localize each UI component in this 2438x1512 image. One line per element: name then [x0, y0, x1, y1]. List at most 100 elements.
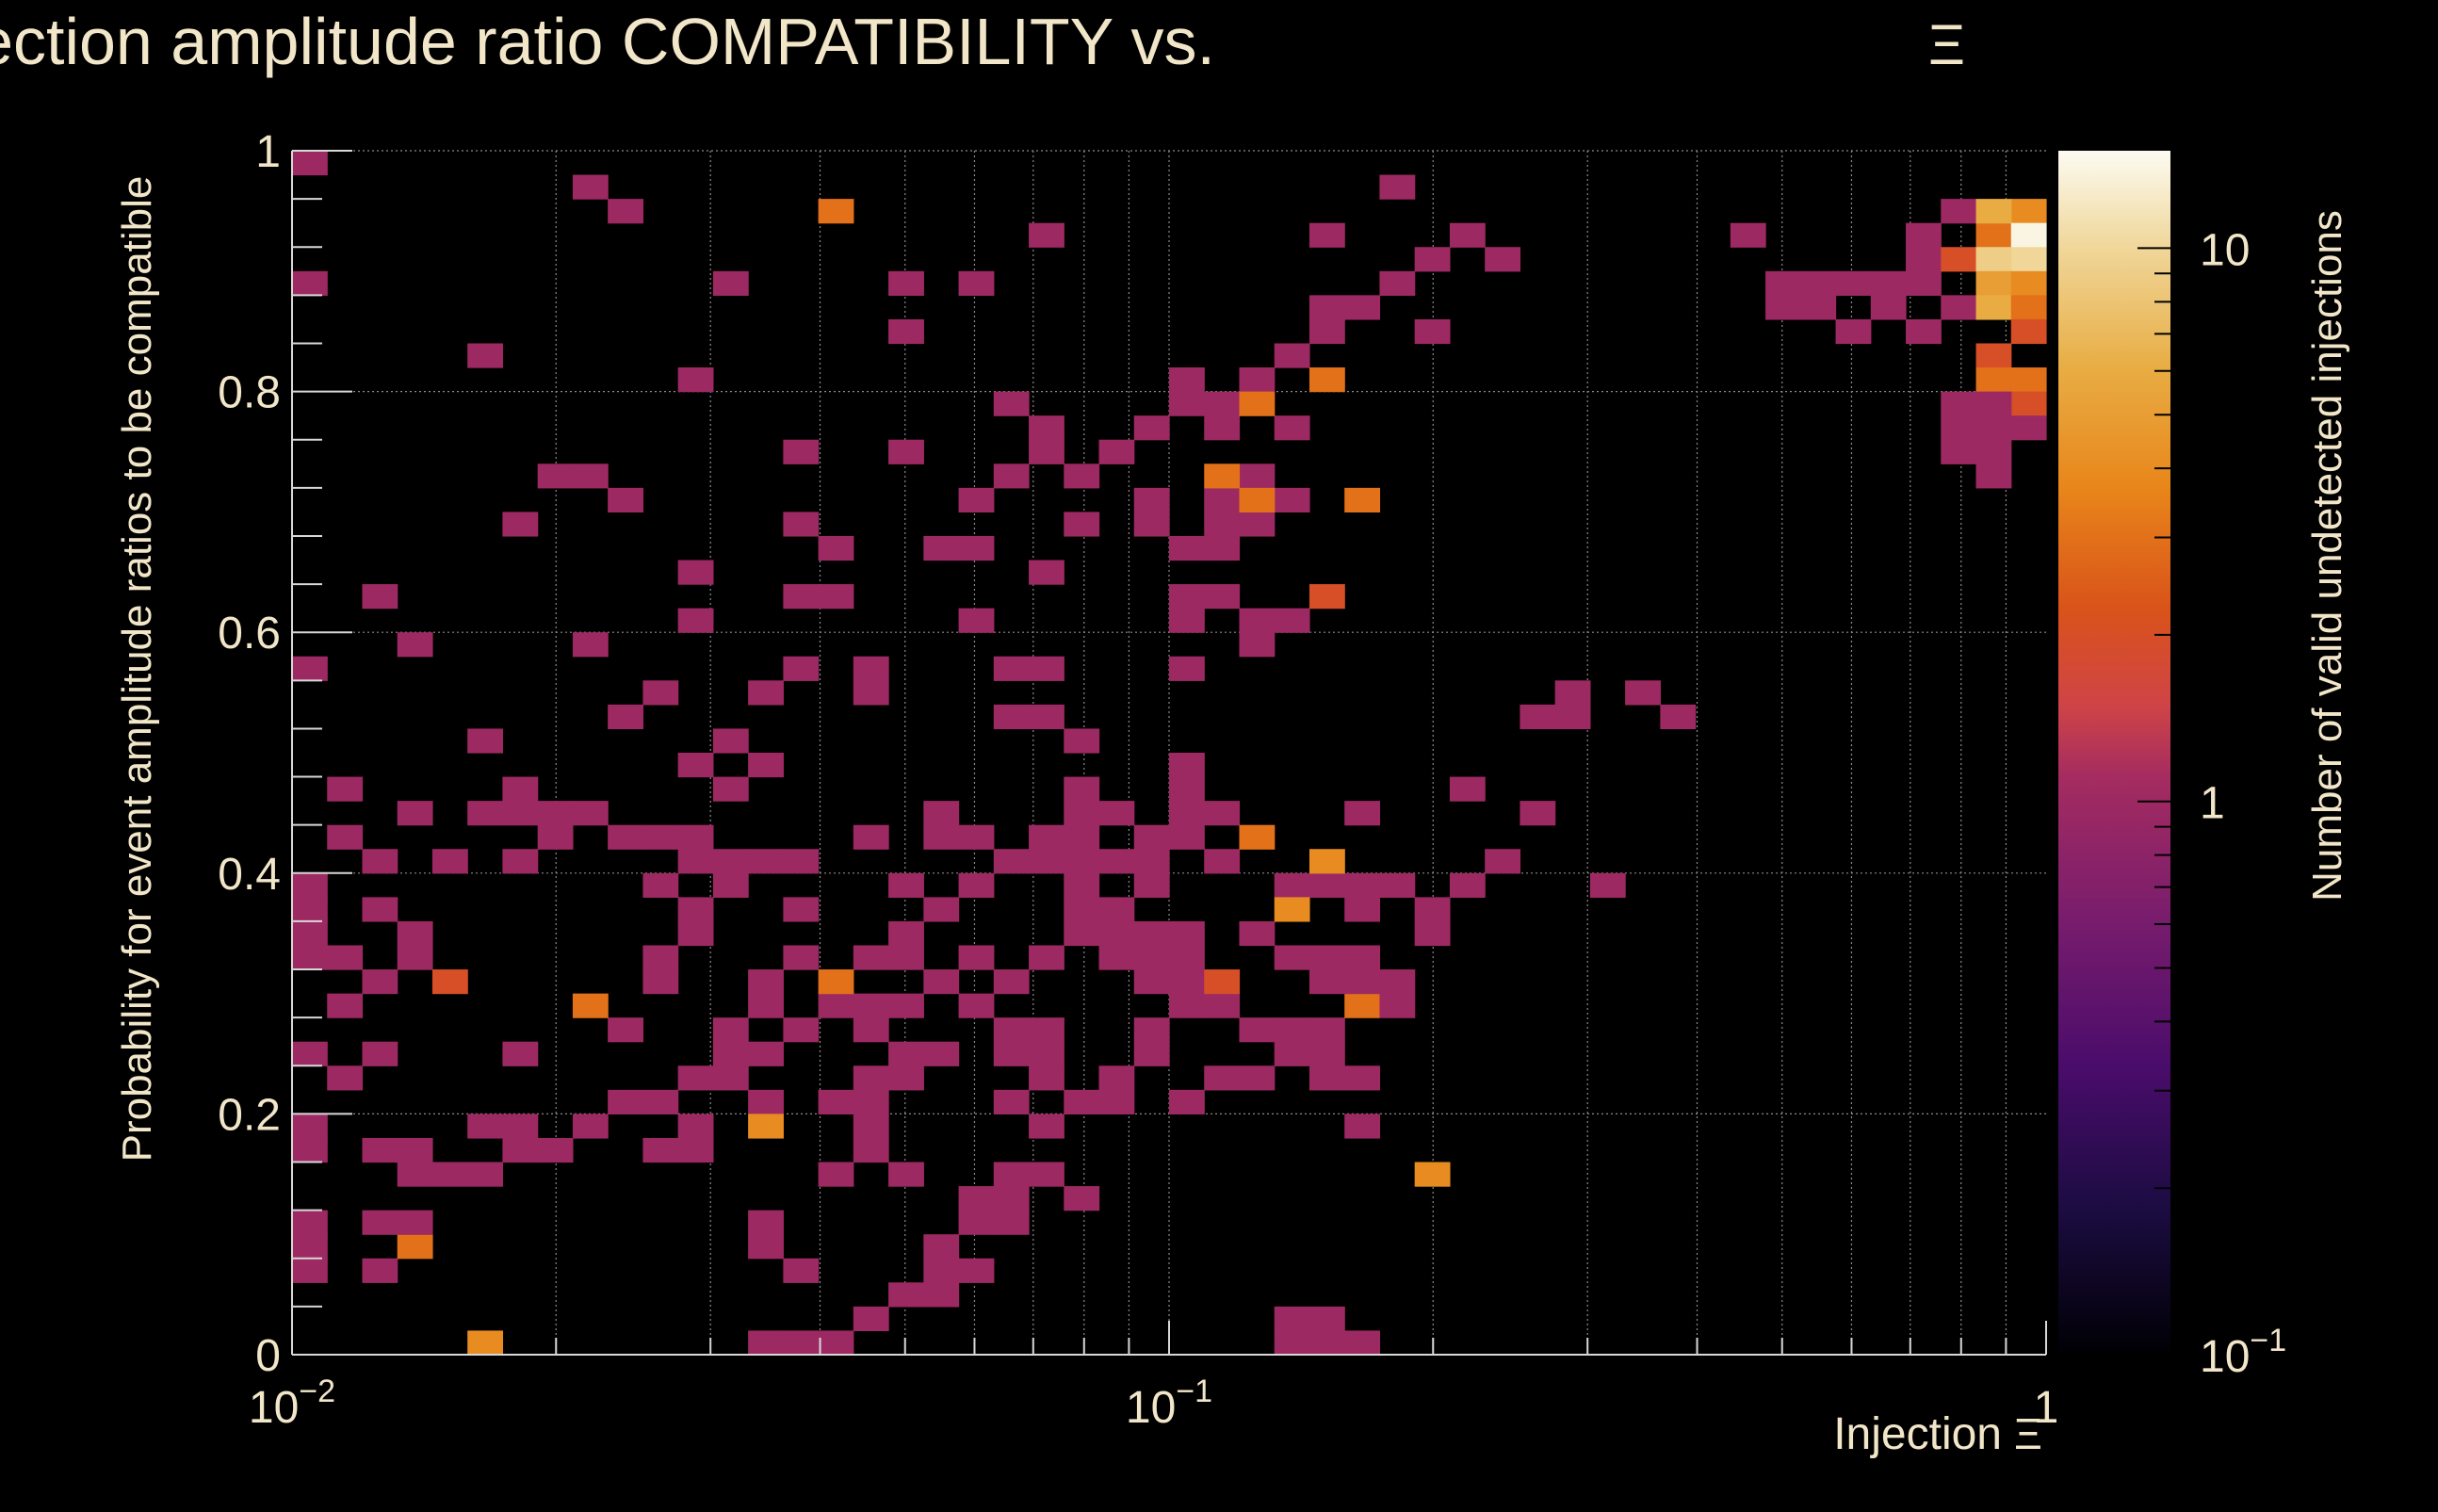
heatmap-bin: [1344, 801, 1381, 826]
colorbar-tick-label: 10: [2200, 225, 2250, 275]
heatmap-bin: [1098, 801, 1135, 826]
heatmap-bin: [1204, 391, 1241, 416]
heatmap-bin: [502, 776, 539, 802]
heatmap-bin: [1239, 367, 1276, 393]
heatmap-bin: [397, 920, 433, 947]
heatmap-bin: [292, 151, 328, 176]
heatmap-bin: [1554, 704, 1591, 730]
heatmap-bin: [1098, 1089, 1135, 1114]
heatmap-bin: [1765, 270, 1801, 296]
heatmap-bin: [397, 1234, 433, 1260]
heatmap-bin: [292, 1210, 328, 1235]
heatmap-bin: [2010, 222, 2047, 248]
heatmap-bin: [642, 1137, 679, 1163]
heatmap-bin: [1169, 608, 1205, 633]
heatmap-bin: [712, 1017, 749, 1043]
heatmap-bin: [1169, 801, 1205, 826]
heatmap-bin: [712, 872, 749, 898]
heatmap-bin: [1975, 391, 2012, 416]
heatmap-bin: [1029, 439, 1065, 464]
heatmap-bin: [1098, 897, 1135, 922]
heatmap-bin: [537, 1137, 574, 1163]
heatmap-bin: [853, 993, 889, 1018]
heatmap-bin: [1239, 920, 1276, 947]
heatmap-bin: [362, 1210, 398, 1235]
heatmap-bin: [818, 1162, 854, 1187]
heatmap-bin: [1308, 1330, 1345, 1356]
heatmap-bin: [431, 1162, 468, 1187]
heatmap-bin: [783, 439, 820, 464]
heatmap-bin: [467, 728, 504, 754]
heatmap-bin: [923, 801, 960, 826]
y-tick-label: 1: [255, 127, 281, 177]
heatmap-bin: [818, 584, 854, 610]
heatmap-bin: [1835, 318, 1872, 345]
heatmap-bin: [1239, 487, 1276, 512]
colorbar: [2058, 151, 2171, 1355]
heatmap-bin: [1344, 1065, 1381, 1091]
heatmap-bin: [292, 1041, 328, 1066]
heatmap-bin: [783, 656, 820, 681]
heatmap-bin: [888, 920, 924, 947]
heatmap-bin: [1098, 945, 1135, 970]
heatmap-bin: [608, 704, 643, 730]
heatmap-bin: [1029, 656, 1065, 681]
heatmap-bin: [1133, 920, 1170, 947]
heatmap-bin: [1204, 487, 1241, 512]
heatmap-bin: [1133, 969, 1170, 995]
heatmap-bin: [1414, 920, 1451, 947]
heatmap-bin: [1308, 318, 1345, 345]
heatmap-bin: [1344, 945, 1381, 970]
heatmap-bin: [1449, 222, 1486, 248]
heatmap-bin: [1660, 704, 1697, 730]
heatmap-bin: [958, 872, 995, 898]
heatmap-bin: [1975, 415, 2012, 441]
heatmap-bin: [923, 897, 960, 922]
heatmap-bin: [1906, 270, 1942, 296]
heatmap-bin: [1204, 415, 1241, 441]
heatmap-bin: [712, 776, 749, 802]
colorbar-label: Number of valid undetected injections: [2304, 210, 2350, 902]
heatmap-bin: [1274, 415, 1310, 441]
heatmap-bin: [431, 969, 468, 995]
heatmap-bin: [748, 1089, 784, 1114]
heatmap-bin: [1308, 1306, 1345, 1332]
heatmap-bin: [1169, 969, 1205, 995]
heatmap-bin: [1239, 632, 1276, 658]
heatmap-bin: [1133, 872, 1170, 898]
heatmap-bin: [1975, 343, 2012, 368]
heatmap-bin: [677, 560, 714, 585]
heatmap-bin: [853, 1017, 889, 1043]
heatmap-bin: [1064, 463, 1100, 489]
heatmap-bin: [572, 174, 609, 200]
heatmap-bin: [1449, 872, 1486, 898]
heatmap-bin: [1308, 849, 1345, 874]
heatmap-bin: [818, 199, 854, 224]
heatmap-bin: [958, 270, 995, 296]
heatmap-bin: [1975, 463, 2012, 489]
heatmap-bin: [993, 1162, 1030, 1187]
heatmap-bin: [923, 535, 960, 561]
heatmap-bin: [888, 270, 924, 296]
heatmap-bin: [853, 1306, 889, 1332]
heatmap-bin: [783, 897, 820, 922]
heatmap-bin: [292, 945, 328, 970]
colorbar-tick-label-base: 10: [2200, 1332, 2250, 1382]
heatmap-bin: [1169, 656, 1205, 681]
heatmap-bin: [818, 1330, 854, 1356]
heatmap-bin: [362, 849, 398, 874]
heatmap-bin: [1554, 680, 1591, 706]
heatmap-bin: [1204, 535, 1241, 561]
heatmap-bin: [1029, 1041, 1065, 1066]
heatmap-bin: [1169, 993, 1205, 1018]
heatmap-bin: [608, 487, 643, 512]
heatmap-bin: [958, 824, 995, 850]
heatmap-bin: [993, 1041, 1030, 1066]
heatmap-bin: [923, 969, 960, 995]
heatmap-bin: [853, 945, 889, 970]
heatmap-bin: [1204, 849, 1241, 874]
heatmap-bin: [2010, 247, 2047, 272]
colorbar-tick-label-base: 10: [2200, 225, 2250, 275]
heatmap-bin: [748, 680, 784, 706]
